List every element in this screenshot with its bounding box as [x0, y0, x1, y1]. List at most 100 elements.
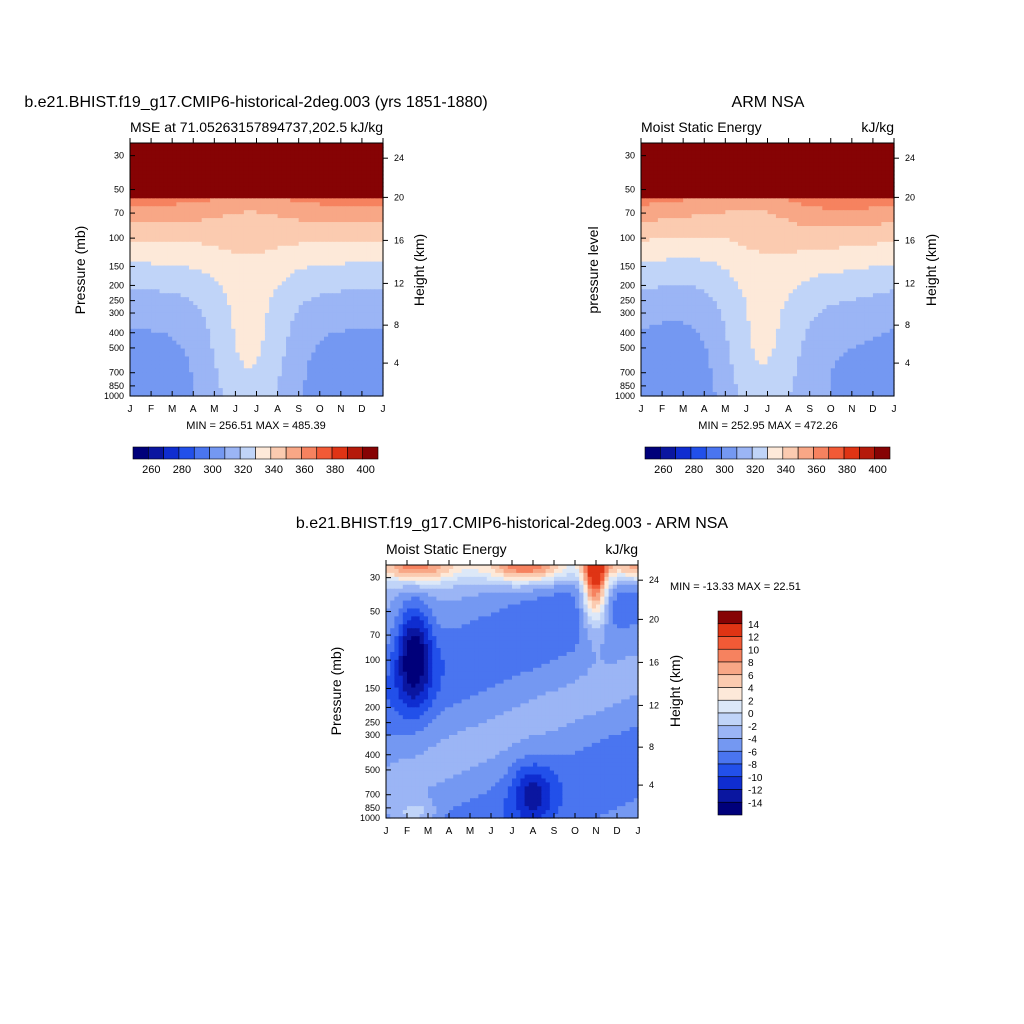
contour-cell — [374, 170, 380, 176]
contour-cell — [235, 249, 241, 255]
contour-cell — [716, 202, 722, 207]
contour-cell — [315, 206, 321, 211]
contour-cell — [345, 289, 350, 294]
contour-cell — [378, 229, 384, 235]
contour-cell — [201, 360, 207, 365]
contour-cell — [281, 309, 287, 314]
contour-cell — [345, 178, 350, 184]
contour-cell — [235, 170, 241, 176]
contour-cell — [248, 328, 253, 334]
contour-cell — [193, 281, 199, 286]
contour-cell — [151, 174, 156, 180]
contour-cell — [683, 190, 688, 195]
contour-cell — [172, 297, 177, 302]
contour-cell — [641, 202, 646, 207]
contour-cell — [311, 198, 317, 203]
contour-cell — [349, 237, 355, 243]
contour-cell — [307, 182, 312, 188]
contour-cell — [231, 392, 237, 397]
contour-cell — [340, 380, 346, 385]
contour-cell — [172, 320, 177, 326]
contour-cell — [788, 194, 794, 199]
contour-cell — [243, 384, 249, 389]
contour-cell — [750, 186, 756, 192]
contour-cell — [231, 174, 237, 180]
contour-cell — [286, 368, 291, 373]
contour-cell — [243, 305, 249, 310]
contour-cell — [252, 257, 258, 263]
contour-cell — [269, 293, 274, 298]
contour-cell — [239, 158, 245, 164]
contour-cell — [307, 241, 312, 247]
contour-cell — [877, 198, 882, 203]
contour-cell — [332, 245, 338, 251]
contour-cell — [649, 198, 655, 203]
contour-cell — [704, 158, 710, 164]
contour-cell — [374, 277, 380, 282]
contour-cell — [201, 301, 207, 306]
contour-cell — [239, 324, 245, 330]
contour-cell — [214, 226, 220, 231]
contour-cell — [378, 328, 384, 334]
contour-cell — [349, 352, 355, 358]
contour-cell — [657, 186, 663, 192]
contour-cell — [775, 154, 781, 160]
contour-cell — [691, 182, 697, 188]
contour-cell — [683, 162, 688, 168]
contour-cell — [641, 210, 646, 215]
contour-cell — [670, 186, 676, 192]
contour-cell — [176, 206, 182, 211]
contour-cell — [273, 312, 279, 318]
contour-cell — [269, 297, 274, 302]
contour-cell — [674, 190, 680, 195]
contour-cell — [193, 194, 199, 199]
contour-cell — [311, 309, 317, 314]
contour-cell — [374, 265, 380, 271]
contour-cell — [721, 162, 726, 168]
contour-cell — [264, 392, 270, 397]
contour-cell — [345, 170, 350, 176]
contour-cell — [328, 170, 333, 176]
contour-cell — [180, 257, 186, 263]
contour-cell — [231, 190, 237, 195]
contour-cell — [226, 241, 232, 247]
contour-cell — [222, 198, 228, 203]
contour-cell — [134, 237, 140, 243]
contour-cell — [269, 376, 274, 381]
contour-cell — [298, 237, 304, 243]
contour-cell — [151, 166, 156, 172]
contour-cell — [134, 388, 140, 393]
contour-cell — [294, 214, 300, 219]
contour-cell — [340, 344, 346, 350]
x-tick-label: S — [295, 404, 302, 415]
contour-cell — [214, 143, 220, 148]
contour-cell — [222, 320, 228, 326]
contour-cell — [239, 210, 245, 215]
contour-cell — [370, 320, 376, 326]
contour-cell — [653, 158, 659, 164]
contour-cell — [868, 178, 874, 184]
contour-cell — [260, 277, 266, 282]
contour-cell — [172, 143, 177, 148]
contour-cell — [315, 340, 321, 346]
contour-cell — [641, 162, 646, 168]
contour-cell — [307, 186, 312, 192]
contour-cell — [750, 150, 756, 156]
contour-cell — [138, 218, 144, 223]
contour-cell — [130, 218, 135, 223]
contour-cell — [366, 293, 371, 298]
contour-cell — [294, 222, 300, 227]
contour-cell — [273, 261, 279, 267]
contour-cell — [340, 233, 346, 239]
contour-cell — [184, 241, 190, 247]
contour-cell — [260, 194, 266, 199]
contour-cell — [641, 206, 646, 211]
contour-cell — [784, 182, 790, 188]
contour-cell — [889, 174, 895, 180]
contour-cell — [226, 340, 232, 346]
contour-cell — [374, 293, 380, 298]
contour-cell — [176, 186, 182, 192]
contour-cell — [315, 174, 321, 180]
contour-cell — [298, 364, 304, 369]
contour-cell — [345, 154, 350, 160]
